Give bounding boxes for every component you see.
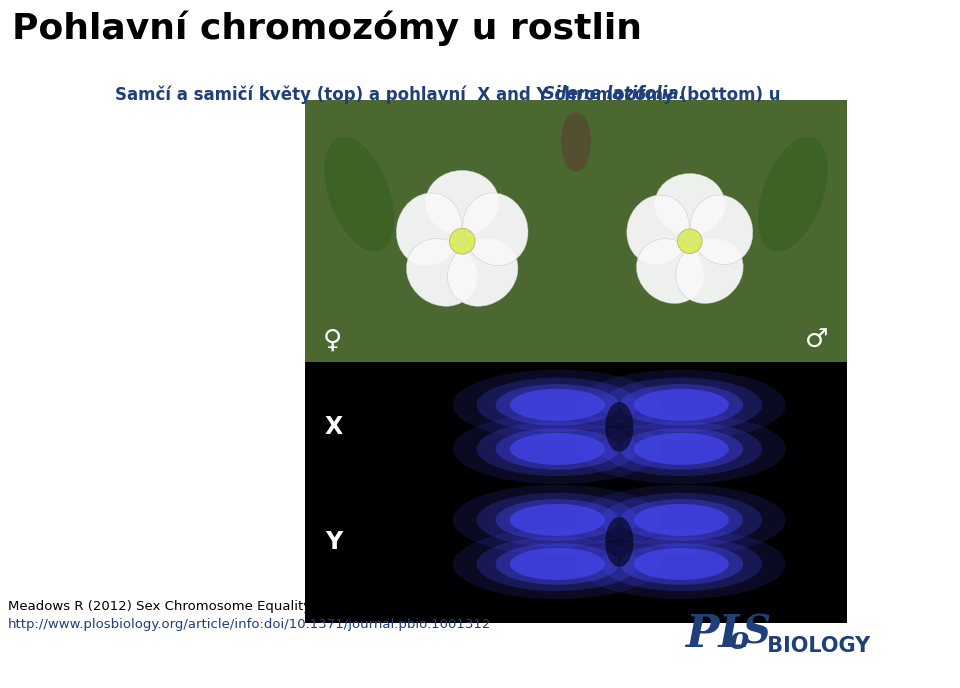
Polygon shape [305, 100, 847, 361]
Circle shape [694, 246, 698, 249]
Ellipse shape [476, 378, 638, 432]
Ellipse shape [601, 378, 762, 432]
Circle shape [461, 248, 464, 252]
Ellipse shape [619, 428, 743, 470]
Ellipse shape [510, 504, 605, 536]
Text: Meadows R (2012) Sex Chromosome Equality in Plants. PLoS Biol 10(4): e1001312. d: Meadows R (2012) Sex Chromosome Equality… [8, 600, 792, 613]
Ellipse shape [601, 422, 762, 476]
Text: Pohlavní chromozómy u rostlin: Pohlavní chromozómy u rostlin [12, 10, 642, 45]
Ellipse shape [453, 369, 661, 440]
Ellipse shape [453, 529, 661, 599]
Ellipse shape [601, 537, 762, 591]
Text: BIOLOGY: BIOLOGY [760, 636, 871, 656]
Ellipse shape [510, 433, 605, 465]
Circle shape [461, 230, 464, 234]
Text: o: o [729, 625, 750, 656]
Circle shape [694, 233, 698, 237]
Text: Silene latifolia.: Silene latifolia. [542, 85, 684, 103]
Ellipse shape [476, 537, 638, 591]
Circle shape [682, 233, 685, 237]
Ellipse shape [406, 239, 477, 306]
Ellipse shape [634, 504, 729, 536]
Ellipse shape [619, 543, 743, 585]
Ellipse shape [690, 195, 753, 265]
Text: Samčí a samičí květy (top) a pohlavní  X and Y chromozómy (bottom) u: Samčí a samičí květy (top) a pohlavní X … [115, 85, 786, 103]
Ellipse shape [324, 137, 394, 251]
Polygon shape [305, 361, 847, 623]
Circle shape [697, 239, 701, 243]
Circle shape [688, 230, 691, 234]
Ellipse shape [634, 433, 729, 465]
Ellipse shape [510, 389, 605, 421]
Circle shape [469, 239, 473, 243]
Ellipse shape [510, 548, 605, 580]
Circle shape [451, 239, 455, 243]
Circle shape [682, 246, 685, 249]
Text: Y: Y [325, 530, 343, 554]
Ellipse shape [495, 499, 619, 541]
Ellipse shape [758, 137, 828, 251]
Circle shape [688, 248, 691, 252]
Text: S: S [742, 614, 770, 652]
Ellipse shape [655, 173, 725, 235]
Ellipse shape [449, 228, 475, 254]
Ellipse shape [453, 485, 661, 555]
Ellipse shape [476, 422, 638, 476]
Ellipse shape [601, 493, 762, 547]
Ellipse shape [619, 384, 743, 426]
Ellipse shape [619, 499, 743, 541]
Ellipse shape [447, 239, 518, 306]
Ellipse shape [577, 413, 786, 484]
Text: X: X [325, 415, 344, 439]
Circle shape [454, 246, 458, 250]
Ellipse shape [577, 529, 786, 599]
Ellipse shape [678, 229, 702, 254]
Ellipse shape [476, 493, 638, 547]
Circle shape [454, 233, 458, 237]
Ellipse shape [577, 369, 786, 440]
Circle shape [680, 239, 683, 243]
Circle shape [467, 233, 470, 237]
Ellipse shape [495, 428, 619, 470]
Ellipse shape [634, 548, 729, 580]
Text: ♂: ♂ [805, 327, 829, 354]
Ellipse shape [453, 413, 661, 484]
Text: ♀: ♀ [323, 327, 343, 354]
Text: PL: PL [685, 613, 750, 656]
Ellipse shape [606, 402, 634, 452]
Ellipse shape [425, 171, 499, 235]
Ellipse shape [495, 543, 619, 585]
Ellipse shape [606, 517, 634, 567]
Ellipse shape [636, 239, 704, 303]
Ellipse shape [561, 112, 591, 172]
Ellipse shape [634, 389, 729, 421]
Text: http://www.plosbiology.org/article/info:doi/10.1371/journal.pbio.1001312: http://www.plosbiology.org/article/info:… [8, 618, 492, 631]
Circle shape [467, 246, 470, 250]
Ellipse shape [627, 195, 689, 265]
Ellipse shape [396, 193, 462, 266]
Ellipse shape [676, 239, 743, 303]
Ellipse shape [463, 193, 528, 266]
Ellipse shape [495, 384, 619, 426]
Ellipse shape [577, 485, 786, 555]
